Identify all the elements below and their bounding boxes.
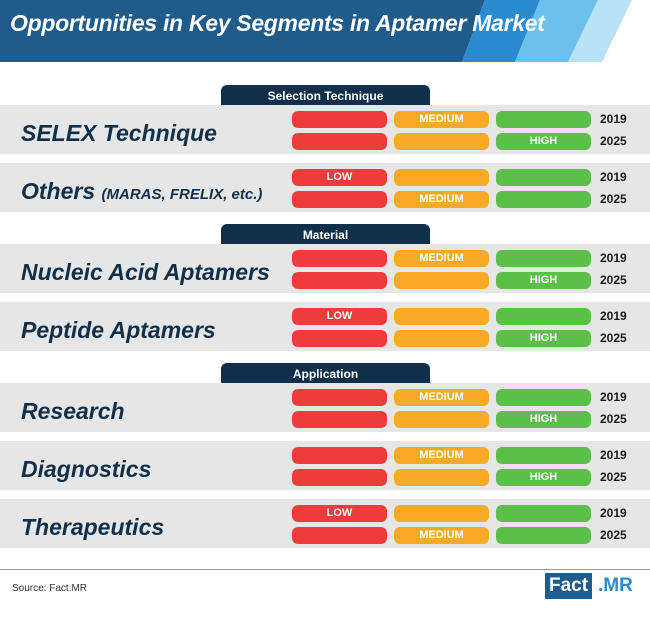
year-label: 2019 [600,448,627,462]
chart-title: Opportunities in Key Segments in Aptamer… [10,10,545,36]
rating-bar-low [292,447,387,464]
rating-bar-medium [394,469,489,486]
rating-bar-low: LOW [292,169,387,186]
rating-bar-medium: MEDIUM [394,389,489,406]
rating-bar-high [496,447,591,464]
segment-name: Therapeutics [21,514,165,540]
rating-bar-high [496,389,591,406]
rating-bar-medium [394,133,489,150]
segment-name: Diagnostics [21,456,152,482]
rating-bar-high: HIGH [496,272,591,289]
year-label: 2019 [600,309,627,323]
segment-label: SELEX Technique [21,120,217,146]
segment-label: Therapeutics [21,514,164,540]
source-note: Source: Fact.MR [12,583,88,594]
logo-mr-text: .MR [598,575,633,596]
year-label: 2025 [600,192,627,206]
rating-bar-medium [394,411,489,428]
logo-fact-text: Fact [545,573,593,599]
rating-bar-high: HIGH [496,133,591,150]
year-label: 2025 [600,273,627,287]
year-label: 2019 [600,390,627,404]
rating-bar-high [496,527,591,544]
section-header: Selection Technique [221,85,430,106]
segment-name: Peptide Aptamers [21,317,216,343]
segment-label: Others (MARAS, FRELIX, etc.) [21,178,262,208]
year-label: 2025 [600,331,627,345]
banner-graphic [0,0,632,62]
rating-bar-high: HIGH [496,411,591,428]
segment-label: Nucleic Acid Aptamers [21,259,270,285]
segment-name: SELEX Technique [21,120,217,146]
section-header: Material [221,224,430,245]
rating-bar-medium: MEDIUM [394,111,489,128]
title-banner: Opportunities in Key Segments in Aptamer… [0,0,650,62]
rating-bar-high [496,169,591,186]
year-label: 2019 [600,112,627,126]
rating-bar-low [292,250,387,267]
rating-bar-medium: MEDIUM [394,527,489,544]
rating-bar-low: LOW [292,505,387,522]
rating-bar-low [292,330,387,347]
rating-bar-medium [394,505,489,522]
segment-name: Nucleic Acid Aptamers [21,259,270,285]
segment-label: Research [21,398,125,424]
year-label: 2025 [600,134,627,148]
rating-bar-medium [394,308,489,325]
rating-bar-high [496,308,591,325]
rating-bar-low [292,272,387,289]
rating-bar-high [496,250,591,267]
rating-bar-low [292,469,387,486]
footer-divider [0,569,650,570]
year-label: 2019 [600,251,627,265]
rating-bar-high: HIGH [496,330,591,347]
year-label: 2019 [600,506,627,520]
year-label: 2025 [600,528,627,542]
segment-label: Peptide Aptamers [21,317,216,343]
segment-label: Diagnostics [21,456,151,482]
rating-bar-medium [394,272,489,289]
segment-name: Others [21,178,96,204]
year-label: 2025 [600,412,627,426]
rating-bar-low: LOW [292,308,387,325]
rating-bar-low [292,111,387,128]
year-label: 2025 [600,470,627,484]
rating-bar-medium: MEDIUM [394,447,489,464]
year-label: 2019 [600,170,627,184]
rating-bar-high [496,191,591,208]
rating-bar-medium: MEDIUM [394,250,489,267]
segment-subtitle: (MARAS, FRELIX, etc.) [101,186,263,203]
rating-bar-low [292,411,387,428]
rating-bar-medium: MEDIUM [394,191,489,208]
segment-name: Research [21,398,125,424]
rating-bar-medium [394,169,489,186]
rating-bar-low [292,133,387,150]
section-header: Application [221,363,430,384]
rating-bar-low [292,527,387,544]
rating-bar-high [496,111,591,128]
rating-bar-medium [394,330,489,347]
rating-bar-high [496,505,591,522]
rating-bar-low [292,191,387,208]
rating-bar-high: HIGH [496,469,591,486]
rating-bar-low [292,389,387,406]
